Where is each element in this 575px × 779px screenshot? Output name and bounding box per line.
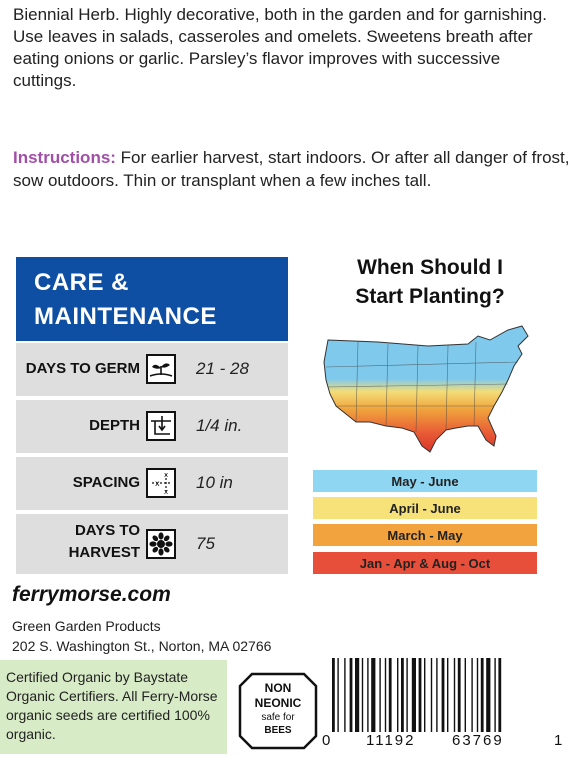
flower-icon bbox=[146, 529, 176, 559]
care-title-line1: CARE & bbox=[34, 269, 130, 296]
svg-text:x: x bbox=[164, 488, 168, 496]
instructions-body: For earlier harvest, start indoors. Or a… bbox=[13, 148, 570, 190]
barcode-group2: 63769 bbox=[452, 732, 504, 749]
planting-band-4: Jan - Apr & Aug - Oct bbox=[313, 552, 537, 574]
care-row-name: DEPTH bbox=[89, 417, 140, 434]
planting-title: When Should I Start Planting? bbox=[320, 253, 540, 311]
barcode-bar bbox=[337, 658, 339, 732]
planting-band-1: May - June bbox=[313, 470, 537, 492]
non-neonic-badge: NON NEONIC safe for BEES bbox=[238, 672, 318, 750]
barcode-bar bbox=[480, 658, 484, 732]
barcode-bar bbox=[453, 658, 456, 732]
care-row-days-to-harvest: DAYS TO HARVEST 75 bbox=[16, 514, 288, 574]
planting-title-line2: Start Planting? bbox=[355, 285, 505, 308]
care-row-depth: DEPTH 1/4 in. bbox=[16, 400, 288, 453]
badge-line4: BEES bbox=[264, 725, 292, 736]
care-row-spacing: SPACING x x x 10 in bbox=[16, 457, 288, 510]
barcode-bar bbox=[367, 658, 369, 732]
barcode-group1: 11192 bbox=[366, 732, 416, 749]
barcode-digit-left: 0 bbox=[322, 732, 331, 749]
seedling-icon bbox=[146, 354, 176, 384]
us-planting-map bbox=[323, 325, 529, 453]
care-title-line2: MAINTENANCE bbox=[34, 303, 217, 330]
barcode-bar bbox=[441, 658, 445, 732]
badge-line1: NON bbox=[265, 681, 292, 695]
band-label: March - May bbox=[387, 527, 463, 543]
barcode-bar bbox=[457, 658, 461, 732]
barcode-bar bbox=[411, 658, 416, 732]
care-row-value: 10 in bbox=[196, 473, 233, 492]
barcode-bar bbox=[397, 658, 399, 732]
spacing-icon: x x x bbox=[146, 468, 176, 498]
barcode-digit-right: 1 bbox=[554, 732, 563, 749]
instructions-text: Instructions: For earlier harvest, start… bbox=[13, 146, 571, 192]
barcode-bar bbox=[476, 658, 479, 732]
barcode-bar bbox=[418, 658, 422, 732]
care-row-name: SPACING bbox=[72, 474, 140, 491]
barcode-bar bbox=[424, 658, 426, 732]
barcode-bar bbox=[344, 658, 346, 732]
depth-icon bbox=[146, 411, 176, 441]
barcode bbox=[332, 658, 502, 732]
badge-line2: NEONIC bbox=[255, 696, 302, 710]
barcode-bar bbox=[349, 658, 353, 732]
barcode-bar bbox=[471, 658, 473, 732]
website-text: ferrymorse.com bbox=[12, 583, 171, 606]
barcode-bar bbox=[401, 658, 404, 732]
company-address: 202 S. Washington St., Norton, MA 02766 bbox=[12, 638, 272, 654]
barcode-bar bbox=[406, 658, 408, 732]
company-name: Green Garden Products bbox=[12, 618, 161, 634]
band-label: May - June bbox=[391, 473, 459, 489]
planting-band-2: April - June bbox=[313, 497, 537, 519]
band-label: Jan - Apr & Aug - Oct bbox=[359, 555, 491, 571]
care-row-name: DAYS TO GERM bbox=[25, 360, 140, 377]
svg-text:x: x bbox=[164, 471, 168, 479]
care-row-value: 1/4 in. bbox=[196, 416, 243, 435]
band-label: April - June bbox=[389, 500, 461, 516]
care-row-value: 21 - 28 bbox=[196, 359, 249, 378]
certification-text: Certified Organic by Baystate Organic Ce… bbox=[6, 669, 218, 742]
barcode-bar bbox=[498, 658, 502, 732]
care-row-days-to-germ: DAYS TO GERM 21 - 28 bbox=[16, 343, 288, 396]
care-row-name-line2: HARVEST bbox=[68, 544, 140, 561]
barcode-bar bbox=[388, 658, 392, 732]
description-text: Biennial Herb. Highly decorative, both i… bbox=[13, 5, 547, 90]
barcode-bar bbox=[355, 658, 360, 732]
planting-band-3: March - May bbox=[313, 524, 537, 546]
barcode-bar bbox=[384, 658, 387, 732]
instructions-label: Instructions: bbox=[13, 148, 116, 167]
barcode-bar bbox=[447, 658, 449, 732]
planting-title-line1: When Should I bbox=[357, 256, 503, 279]
barcode-bar bbox=[486, 658, 491, 732]
organic-certification-box: Certified Organic by Baystate Organic Ce… bbox=[0, 660, 227, 754]
barcode-number: 0 11192 63769 1 bbox=[322, 732, 567, 752]
barcode-bar bbox=[332, 658, 335, 732]
barcode-bar bbox=[464, 658, 466, 732]
barcode-bar bbox=[371, 658, 376, 732]
care-row-value: 75 bbox=[196, 534, 215, 553]
svg-text:x: x bbox=[155, 479, 160, 488]
barcode-bar bbox=[494, 658, 496, 732]
barcode-bar bbox=[361, 658, 364, 732]
barcode-bar bbox=[436, 658, 438, 732]
care-row-name-line1: DAYS TO bbox=[74, 522, 140, 539]
barcode-bar bbox=[379, 658, 381, 732]
care-maintenance-header: CARE & MAINTENANCE bbox=[16, 257, 288, 341]
badge-line3: safe for bbox=[261, 712, 295, 723]
barcode-bar bbox=[430, 658, 433, 732]
